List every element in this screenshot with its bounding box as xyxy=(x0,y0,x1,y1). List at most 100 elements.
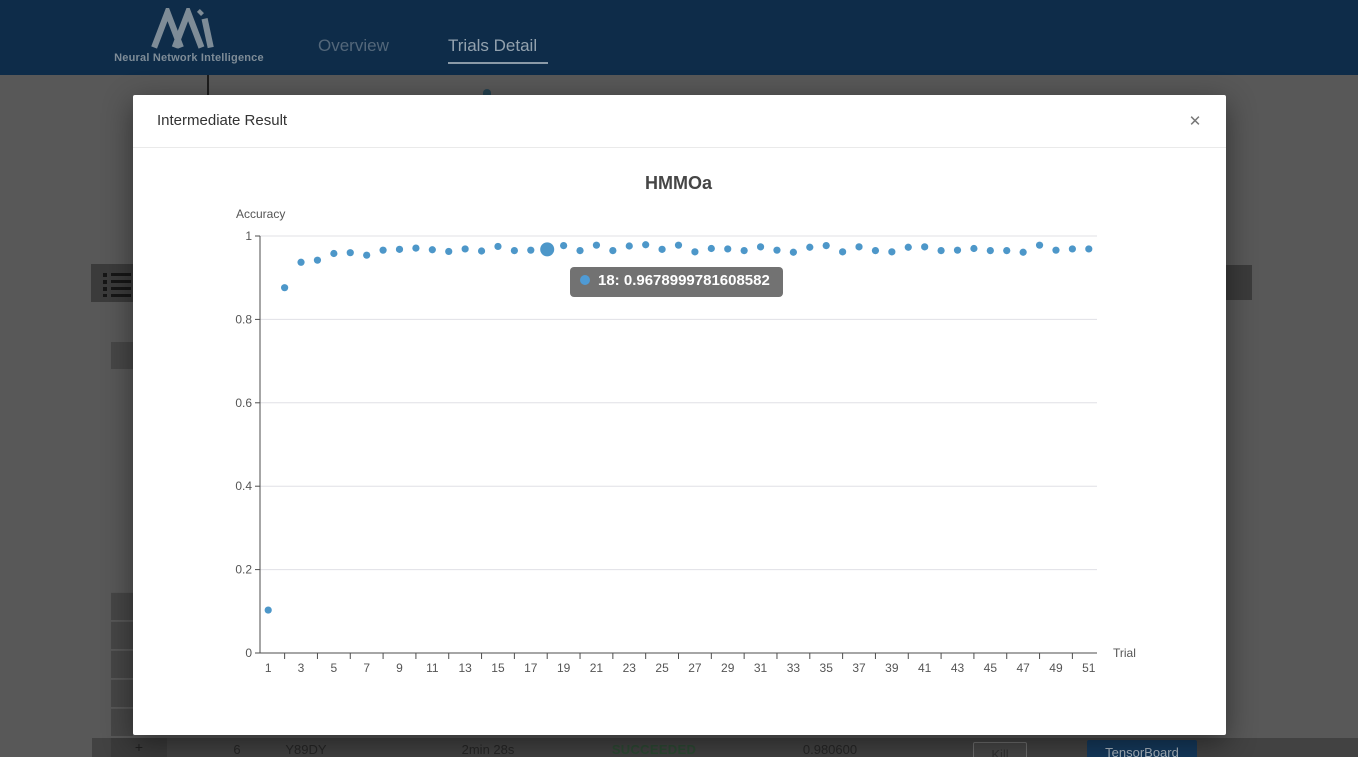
y-tick-label: 0.2 xyxy=(235,563,252,577)
tensorboard-button: TensorBoard xyxy=(1087,740,1197,757)
data-point[interactable] xyxy=(871,246,880,255)
data-point[interactable] xyxy=(313,256,322,264)
x-tick-label: 11 xyxy=(426,661,439,675)
trial-id: Y89DY xyxy=(285,742,327,757)
background-chart-dot xyxy=(483,89,491,95)
table-row xyxy=(111,621,133,649)
x-tick-label: 17 xyxy=(524,661,538,675)
data-point[interactable] xyxy=(609,246,617,255)
y-tick-label: 1 xyxy=(245,229,252,243)
x-tick-label: 29 xyxy=(721,661,735,675)
y-tick-label: 0.4 xyxy=(235,479,252,493)
data-point[interactable] xyxy=(953,246,962,254)
chart-title: HMMOa xyxy=(645,173,712,193)
x-tick-label: 47 xyxy=(1016,661,1030,675)
data-point[interactable] xyxy=(937,246,945,255)
data-point[interactable] xyxy=(625,242,633,250)
data-point[interactable] xyxy=(806,243,814,251)
tooltip-text: 18: 0.9678999781608582 xyxy=(598,272,770,289)
trial-sequence: 6 xyxy=(233,742,241,757)
top-nav: Neural Network Intelligence Overview Tri… xyxy=(0,0,1358,75)
y-tick-label: 0 xyxy=(245,646,252,660)
x-tick-label: 9 xyxy=(396,661,403,675)
y-axis-name: Accuracy xyxy=(236,207,285,221)
data-point[interactable] xyxy=(674,241,683,249)
data-point[interactable] xyxy=(822,241,830,250)
x-axis-name: Trial xyxy=(1113,646,1136,660)
x-tick-label: 7 xyxy=(363,661,370,675)
x-tick-label: 49 xyxy=(1049,661,1063,675)
data-point[interactable] xyxy=(412,244,420,252)
tooltip-marker-icon xyxy=(580,275,590,285)
table-row xyxy=(111,592,133,620)
table-row xyxy=(111,679,133,707)
data-point[interactable] xyxy=(461,245,469,253)
data-point[interactable] xyxy=(658,245,666,253)
data-point[interactable] xyxy=(1035,241,1044,249)
data-point[interactable] xyxy=(888,248,896,256)
data-point[interactable] xyxy=(346,249,354,257)
nni-logo: Neural Network Intelligence xyxy=(110,6,268,68)
data-point[interactable] xyxy=(363,251,371,259)
x-tick-label: 15 xyxy=(491,661,505,675)
data-point[interactable] xyxy=(724,245,732,253)
data-point[interactable] xyxy=(264,606,272,614)
x-tick-label: 33 xyxy=(787,661,801,675)
data-point[interactable] xyxy=(494,242,502,251)
x-tick-label: 21 xyxy=(590,661,604,675)
data-point[interactable] xyxy=(773,246,781,254)
table-row xyxy=(111,650,133,678)
data-point[interactable] xyxy=(330,249,338,258)
x-tick-label: 37 xyxy=(852,661,866,675)
data-point[interactable] xyxy=(691,248,699,256)
data-point[interactable] xyxy=(740,246,748,255)
data-point[interactable] xyxy=(445,247,453,256)
data-point[interactable] xyxy=(395,245,404,253)
data-point[interactable] xyxy=(1003,246,1011,255)
x-tick-label: 25 xyxy=(655,661,669,675)
intermediate-result-modal: Intermediate Result ✕ HMMOa 0 0.2 0.4 0.6 0.… xyxy=(133,95,1226,735)
data-point[interactable] xyxy=(970,244,978,253)
list-view-button xyxy=(91,264,135,302)
trial-table-row: + 6 Y89DY 2min 28s SUCCEEDED 0.980600 Ki… xyxy=(92,738,1358,757)
data-point[interactable] xyxy=(707,244,715,253)
x-tick-label: 39 xyxy=(885,661,899,675)
data-point[interactable] xyxy=(379,246,387,254)
x-tick-label: 43 xyxy=(951,661,965,675)
trial-default-metric: 0.980600 xyxy=(802,742,858,757)
data-point[interactable] xyxy=(1019,248,1027,256)
tab-overview[interactable]: Overview xyxy=(318,36,389,55)
data-point[interactable] xyxy=(921,243,929,251)
active-tab-underline xyxy=(448,62,548,64)
data-point[interactable] xyxy=(642,241,650,249)
x-tick-label: 27 xyxy=(688,661,702,675)
data-point[interactable] xyxy=(297,258,305,266)
data-point[interactable] xyxy=(839,248,847,256)
data-point[interactable] xyxy=(576,246,584,255)
data-point[interactable] xyxy=(986,246,994,255)
data-point[interactable] xyxy=(1052,246,1060,254)
data-point[interactable] xyxy=(560,241,568,250)
data-point[interactable] xyxy=(1068,245,1076,253)
x-tick-label: 19 xyxy=(557,661,571,675)
data-point[interactable] xyxy=(477,247,486,255)
trial-duration: 2min 28s xyxy=(461,742,515,757)
data-point[interactable] xyxy=(1085,245,1093,253)
kill-button: Kill xyxy=(973,742,1027,757)
close-icon[interactable]: ✕ xyxy=(1188,113,1202,130)
data-point[interactable] xyxy=(756,243,765,251)
data-point[interactable] xyxy=(527,246,535,254)
x-tick-label: 1 xyxy=(265,661,272,675)
data-point-highlighted[interactable] xyxy=(540,242,555,257)
data-point[interactable] xyxy=(592,241,601,249)
data-point[interactable] xyxy=(281,284,289,292)
tab-trials-detail[interactable]: Trials Detail xyxy=(448,36,538,55)
table-row xyxy=(111,708,133,736)
data-point[interactable] xyxy=(904,243,912,251)
data-point[interactable] xyxy=(789,248,797,256)
data-point[interactable] xyxy=(855,243,863,251)
data-point[interactable] xyxy=(510,246,518,255)
list-icon xyxy=(103,272,131,297)
x-tick-label: 3 xyxy=(298,661,305,675)
data-point[interactable] xyxy=(428,246,436,254)
